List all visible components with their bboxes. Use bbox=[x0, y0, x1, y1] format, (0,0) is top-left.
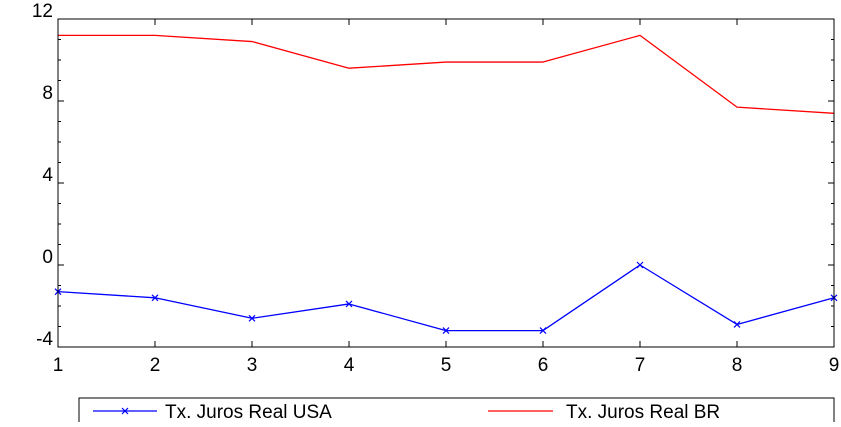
y-tick-label: 0 bbox=[42, 247, 53, 268]
x-tick-label: 3 bbox=[247, 355, 258, 376]
marker-stroke bbox=[636, 261, 644, 269]
plot-frame bbox=[57, 18, 835, 348]
x-tick-label: 4 bbox=[344, 355, 355, 376]
marker-stroke bbox=[539, 327, 547, 335]
series-line-2 bbox=[58, 34, 835, 114]
data-point-series1-2 bbox=[151, 294, 159, 302]
x-tick-label: 6 bbox=[538, 355, 549, 376]
x-tick-label: 9 bbox=[829, 355, 840, 376]
data-point-series1-3 bbox=[248, 314, 256, 322]
legend-label: Tx. Juros Real BR bbox=[566, 402, 720, 422]
series-line-1 bbox=[57, 264, 835, 332]
plot-area bbox=[54, 34, 838, 335]
x-tick-label: 1 bbox=[53, 355, 64, 376]
marker-stroke bbox=[248, 314, 256, 322]
marker-stroke bbox=[442, 327, 450, 335]
legend-label: Tx. Juros Real USA bbox=[165, 402, 332, 422]
x-tick-label: 7 bbox=[635, 355, 646, 376]
x-tick-label: 2 bbox=[150, 355, 161, 376]
legend-item-1: Tx. Juros Real USA bbox=[93, 402, 332, 423]
marker-stroke bbox=[733, 321, 741, 328]
x-tick-label: 5 bbox=[441, 355, 452, 376]
legend-item-2: Tx. Juros Real BR bbox=[488, 402, 720, 423]
marker-stroke bbox=[345, 300, 353, 308]
data-point-series1-8 bbox=[733, 321, 741, 328]
y-tick-label: 8 bbox=[42, 83, 53, 104]
y-tick-label: 4 bbox=[42, 165, 53, 186]
y-tick-label: 12 bbox=[32, 1, 53, 22]
legend-marker bbox=[121, 407, 129, 415]
marker-stroke bbox=[151, 294, 159, 302]
data-point-series1-4 bbox=[345, 300, 353, 308]
y-tick-label: -4 bbox=[36, 329, 53, 350]
legend: Tx. Juros Real USA Tx. Juros Real BR bbox=[78, 397, 835, 427]
x-tick-label: 8 bbox=[732, 355, 743, 376]
data-point-series1-6 bbox=[539, 327, 547, 335]
data-point-series1-7 bbox=[636, 261, 644, 269]
data-point-series1-5 bbox=[442, 327, 450, 335]
